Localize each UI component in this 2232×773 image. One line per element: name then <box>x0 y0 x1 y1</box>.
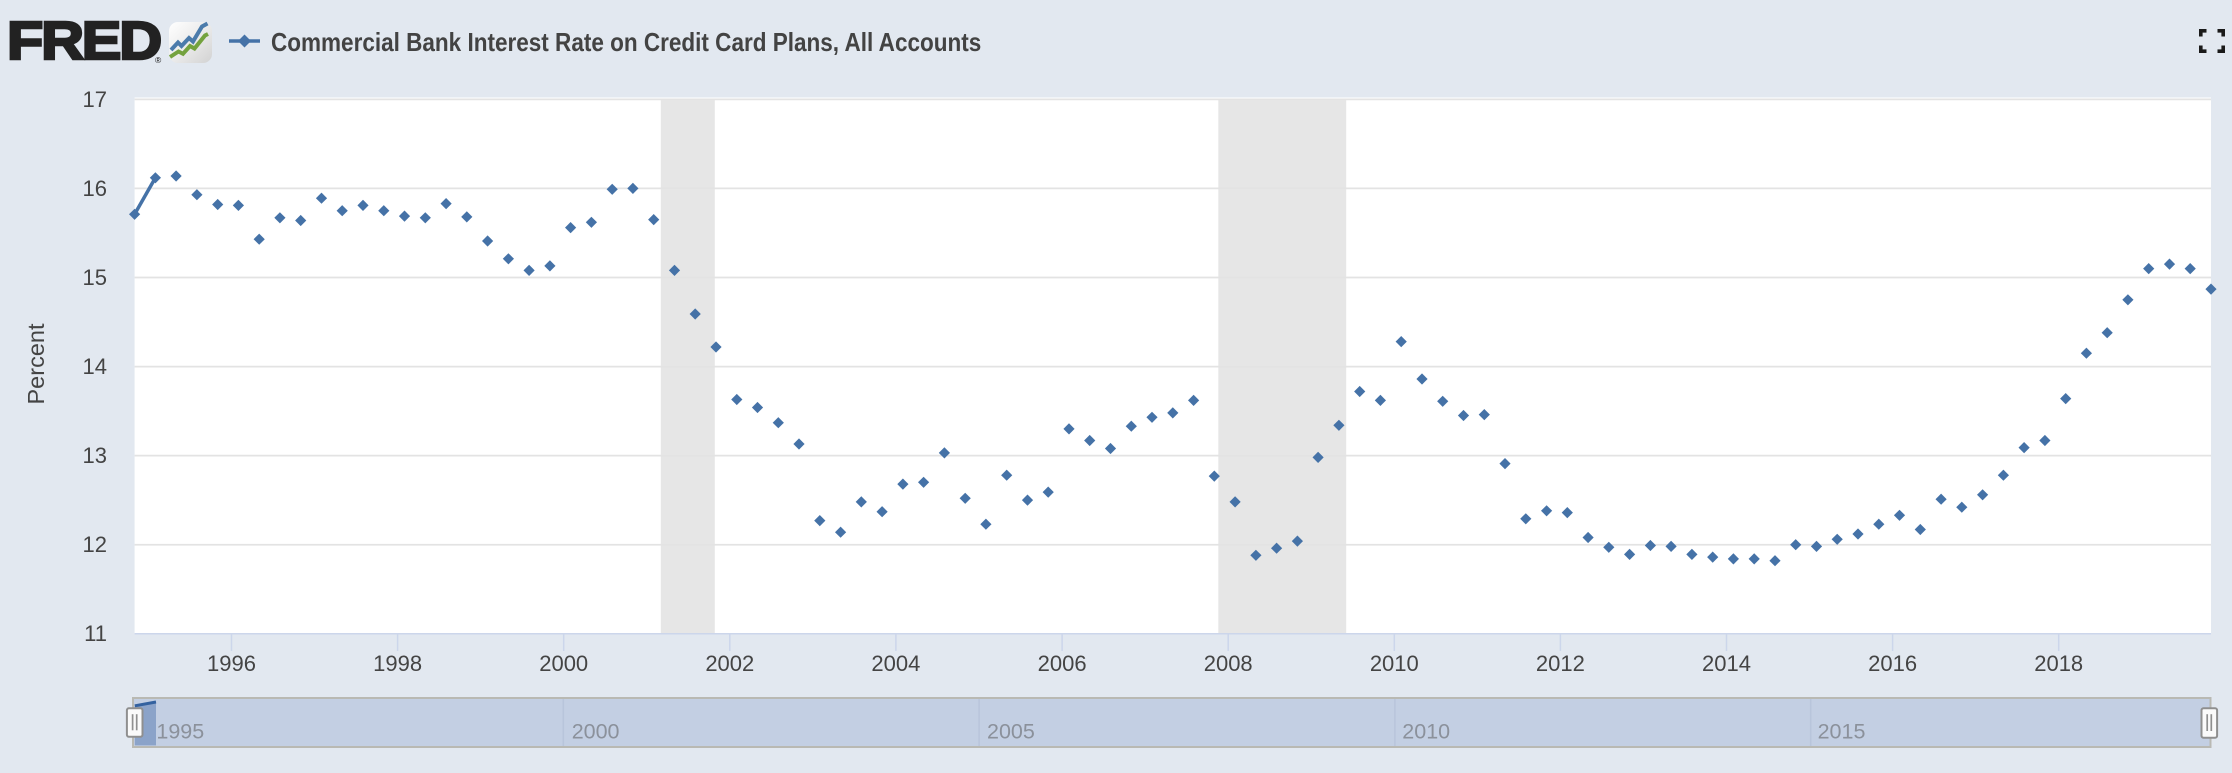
svg-text:2010: 2010 <box>1370 651 1419 676</box>
svg-text:2005: 2005 <box>987 720 1035 744</box>
svg-text:11: 11 <box>84 621 107 646</box>
svg-text:1998: 1998 <box>373 651 422 676</box>
svg-text:13: 13 <box>83 443 107 468</box>
svg-text:2004: 2004 <box>871 651 920 676</box>
svg-text:17: 17 <box>83 87 107 112</box>
svg-text:15: 15 <box>83 265 107 290</box>
svg-text:1995: 1995 <box>156 720 204 744</box>
svg-text:2006: 2006 <box>1038 651 1087 676</box>
svg-text:2000: 2000 <box>539 651 588 676</box>
svg-text:16: 16 <box>83 176 107 201</box>
svg-text:2015: 2015 <box>1818 720 1866 744</box>
svg-text:2016: 2016 <box>1868 651 1917 676</box>
svg-text:2014: 2014 <box>1702 651 1751 676</box>
svg-text:2012: 2012 <box>1536 651 1585 676</box>
svg-text:14: 14 <box>83 354 107 379</box>
svg-text:2000: 2000 <box>572 720 620 744</box>
svg-text:2002: 2002 <box>705 651 754 676</box>
svg-text:1996: 1996 <box>207 651 256 676</box>
svg-text:12: 12 <box>83 532 107 557</box>
svg-text:Percent: Percent <box>23 323 49 404</box>
svg-text:2010: 2010 <box>1402 720 1450 744</box>
svg-text:2008: 2008 <box>1204 651 1253 676</box>
svg-text:2018: 2018 <box>2034 651 2083 676</box>
